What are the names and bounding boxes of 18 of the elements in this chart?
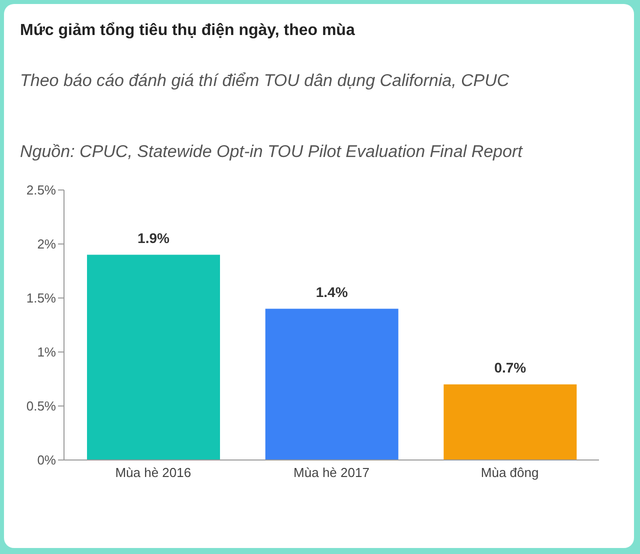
y-tick-label: 0% [37, 452, 56, 468]
chart-title: Mức giảm tổng tiêu thụ điện ngày, theo mùa [20, 22, 355, 40]
x-tick-label: Mùa hè 2016 [115, 465, 192, 480]
y-tick-label: 2% [37, 236, 56, 252]
bar [87, 254, 220, 460]
text: Nguồn: CPUC, Statewide Opt-in TOU Pilot Evaluation Final Report [20, 142, 522, 162]
y-tick-label: 2.5% [26, 182, 56, 198]
data-label: 0.7% [494, 359, 527, 376]
x-tick-label: Mùa hè 2017 [294, 465, 370, 480]
y-tick-label: 1% [37, 344, 56, 360]
bar [265, 308, 398, 460]
y-tick-label: 1.5% [26, 290, 56, 306]
data-label: 1.9% [138, 230, 170, 246]
data-label: 1.4% [316, 284, 348, 300]
x-tick-label: Mùa đông [480, 465, 539, 480]
bar [444, 384, 577, 460]
chart-subtitle: Theo báo cáo đánh giá thí điểm TOU dân dụng California, CPUC [20, 70, 510, 92]
y-tick-label: 0.5% [26, 398, 56, 414]
